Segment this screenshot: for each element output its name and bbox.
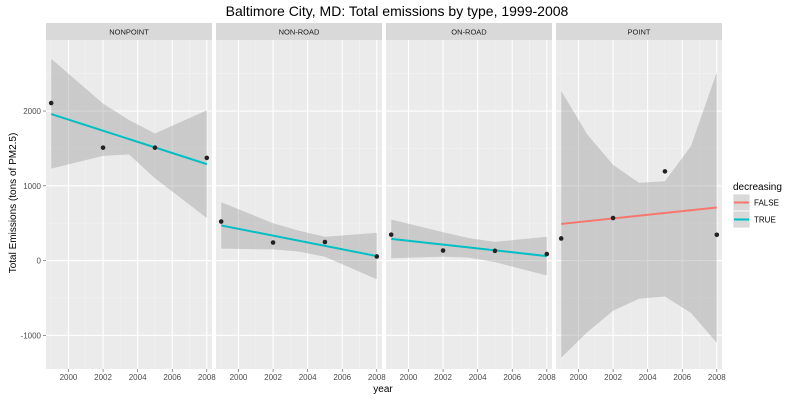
panel-background: [216, 40, 382, 369]
facet-strip-label: ON-ROAD: [451, 28, 487, 37]
x-tick-label: 2002: [434, 373, 452, 382]
data-point: [48, 100, 54, 106]
data-point: [610, 215, 616, 221]
data-point: [218, 219, 224, 224]
facet-strip-label: NON-ROAD: [279, 28, 320, 37]
facet-strip-label: NONPOINT: [109, 28, 149, 37]
x-tick-label: 2002: [264, 373, 282, 382]
fit-line: [50, 113, 208, 166]
data-point: [662, 169, 668, 174]
y-axis-title: Total Emissions (tons of PM2.5): [8, 133, 19, 274]
facet-strip: [556, 23, 722, 40]
data-point: [204, 155, 210, 161]
x-axis-title: year: [373, 384, 393, 395]
data-point: [544, 251, 550, 257]
data-point: [270, 240, 276, 245]
x-tick-label: 2006: [333, 373, 351, 382]
x-tick-label: 2006: [503, 373, 521, 382]
chart-title: Baltimore City, MD: Total emissions by t…: [226, 3, 569, 19]
data-point: [558, 236, 564, 241]
fit-line: [391, 237, 547, 258]
facet-strip-label: POINT: [628, 28, 651, 37]
x-tick-label: 2002: [604, 373, 622, 382]
x-tick-label: 2008: [538, 373, 556, 382]
facet-panel-on-road: ON-ROAD 2000 2002 2004 2006 2008: [386, 23, 556, 382]
data-point: [152, 145, 158, 150]
data-point: [440, 248, 446, 253]
data-point: [100, 145, 106, 150]
facet-panel-non-road: NON-ROAD 2000 2002 2004 2006 2008: [216, 23, 386, 382]
legend-title: decreasing: [733, 182, 782, 193]
data-point: [388, 232, 394, 237]
x-tick-label: 2000: [570, 373, 588, 382]
x-tick-label: 2000: [230, 373, 248, 382]
facet-strip: [46, 23, 212, 40]
x-tick-label: 2004: [639, 373, 657, 382]
data-point: [714, 232, 720, 238]
x-tick-label: 2002: [94, 373, 112, 382]
fit-line: [561, 206, 717, 225]
x-tick-label: 2004: [129, 373, 147, 382]
data-point: [492, 248, 498, 254]
data-point: [322, 239, 328, 245]
legend: decreasing FALSE TRUE: [732, 182, 782, 229]
x-tick-label: 2004: [469, 373, 487, 382]
x-tick-label: 2006: [673, 373, 691, 382]
panel-background: [46, 40, 212, 369]
fit-line: [220, 224, 378, 258]
x-tick-label: 2008: [368, 373, 386, 382]
y-tick-label: -1000: [21, 331, 42, 340]
x-tick-label: 2000: [400, 373, 418, 382]
x-tick-label: 2008: [198, 373, 216, 382]
facet-strip: [216, 23, 382, 40]
x-tick-label: 2006: [163, 373, 181, 382]
legend-label-true: TRUE: [754, 216, 776, 225]
y-tick-label: 1000: [23, 182, 41, 191]
x-tick-label: 2004: [299, 373, 317, 382]
x-tick-label: 2000: [60, 373, 78, 382]
panel-background: [556, 40, 722, 369]
facet-strip: [386, 23, 552, 40]
facet-panel-point: POINT 2000 2002 2004 2006 2008: [556, 23, 726, 382]
x-tick-label: 2008: [708, 373, 726, 382]
legend-label-false: FALSE: [754, 199, 779, 208]
y-tick-label: 2000: [23, 107, 41, 116]
panel-background: [386, 40, 552, 369]
facet-panel-nonpoint: NONPOINT 2000 2002 2004 2006 2008: [46, 23, 216, 382]
data-point: [374, 254, 380, 259]
y-tick-label: 0: [37, 257, 42, 266]
